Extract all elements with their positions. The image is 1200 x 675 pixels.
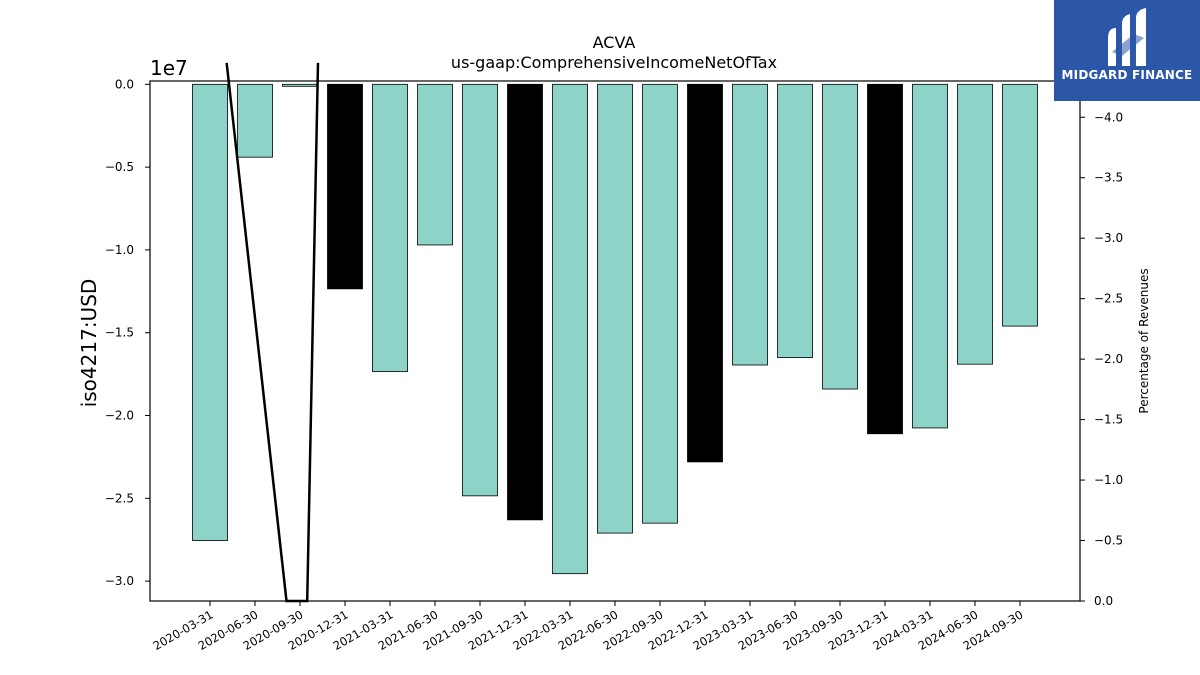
bar-2020-12-31 (327, 83, 363, 290)
y2-tick-label: −1.0 (1094, 473, 1123, 487)
y-axis-ticks: 0.0 −0.5 −1.0 −1.5 −2.0 −2.5 −3.0 (105, 77, 150, 588)
brand-logo: MIDGARD FINANCE (1054, 0, 1200, 101)
bar-2021-09-30 (462, 83, 498, 497)
y-tick-label: −2.5 (105, 491, 134, 505)
chart-subtitle: us-gaap:ComprehensiveIncomeNetOfTax (451, 53, 777, 72)
bar-2021-03-31 (372, 83, 408, 373)
bar-2020-06-30 (237, 83, 273, 158)
chart-title: ACVA (593, 33, 636, 52)
y-axis-label: iso4217:USD (77, 279, 101, 408)
y-tick-label: −0.5 (105, 160, 134, 174)
bar-2024-06-30 (957, 83, 993, 365)
y2-tick-label: −3.5 (1094, 171, 1123, 185)
bar-2022-12-31 (687, 83, 723, 463)
bar-2022-03-31 (552, 83, 588, 575)
bar-2023-12-31 (867, 83, 903, 435)
y2-tick-label: −0.5 (1094, 534, 1123, 548)
bar-2020-09-30 (282, 83, 318, 87)
midgard-logo-icon (1108, 8, 1146, 66)
y-tick-label: −1.5 (105, 326, 134, 340)
y-tick-label: −1.0 (105, 243, 134, 257)
y2-tick-label: −2.0 (1094, 352, 1123, 366)
bar-2023-06-30 (777, 83, 813, 358)
bar-2023-09-30 (822, 83, 858, 390)
bar-2024-03-31 (912, 83, 948, 429)
y-tick-label: −2.0 (105, 409, 134, 423)
y2-tick-label: −1.5 (1094, 413, 1123, 427)
bar-2021-06-30 (417, 83, 453, 246)
bar-2020-03-31 (192, 83, 228, 541)
bar-2021-12-31 (507, 83, 543, 521)
y2-tick-label: −2.5 (1094, 292, 1123, 306)
bars-group (192, 83, 1038, 575)
y2-axis-ticks: 0.0 −0.5 −1.0 −1.5 −2.0 −2.5 −3.0 −3.5 −4.0 (1080, 110, 1123, 608)
bar-2023-03-31 (732, 83, 768, 366)
y-tick-label: −3.0 (105, 574, 134, 588)
y2-axis-label: Percentage of Revenues (1137, 268, 1151, 413)
bar-2024-09-30 (1002, 83, 1038, 327)
brand-name: MIDGARD FINANCE (1061, 68, 1193, 82)
y-offset-label: 1e7 (150, 56, 188, 80)
y2-tick-label: 0.0 (1094, 594, 1113, 608)
x-axis-ticks: 2020-03-312020-06-302020-09-302020-12-31… (151, 601, 1026, 653)
y2-tick-label: −3.0 (1094, 231, 1123, 245)
y-tick-label: 0.0 (115, 77, 134, 91)
y2-tick-label: −4.0 (1094, 110, 1123, 124)
bar-2022-09-30 (642, 83, 678, 524)
bar-2022-06-30 (597, 83, 633, 534)
